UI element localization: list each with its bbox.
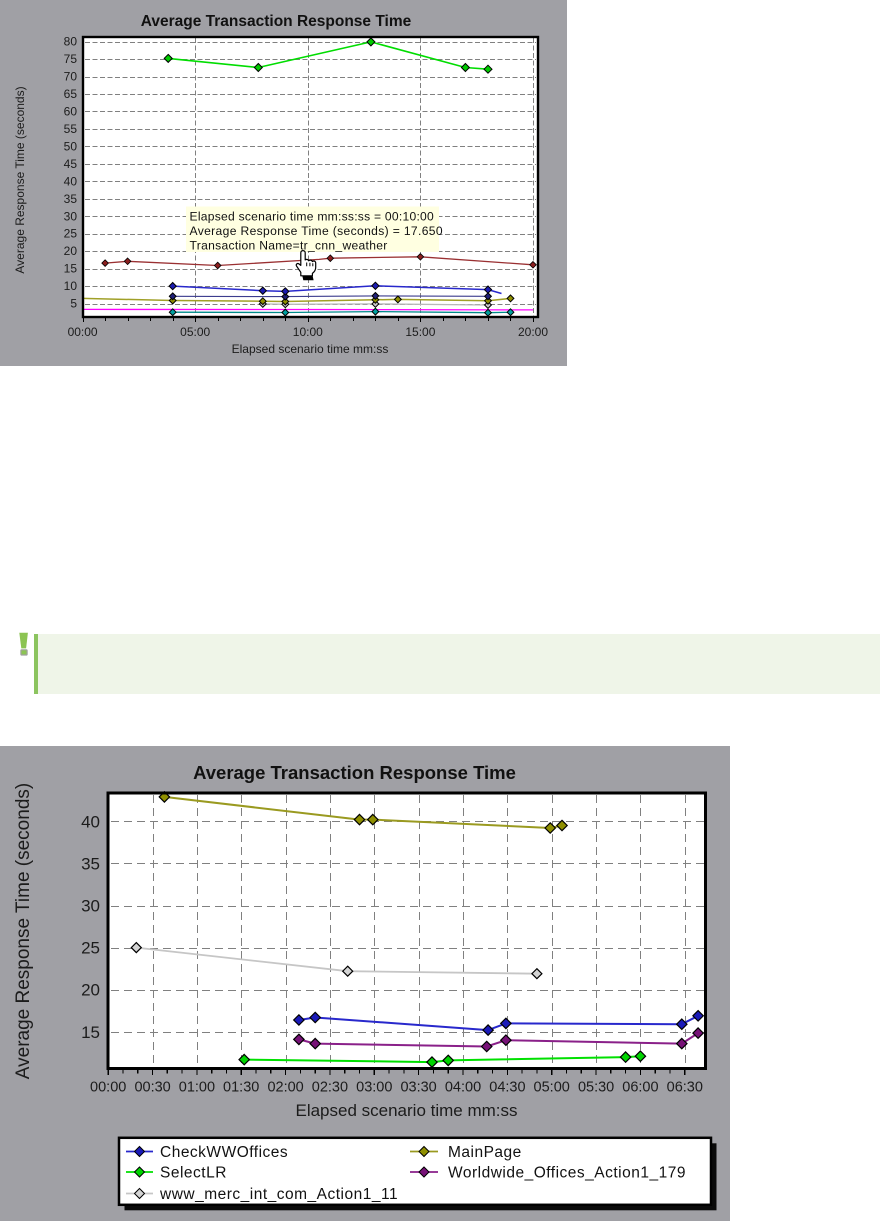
svg-text:30: 30 <box>64 209 78 223</box>
svg-text:03:30: 03:30 <box>400 1080 436 1096</box>
svg-text:80: 80 <box>64 35 78 49</box>
svg-text:Average Response Time (seconds: Average Response Time (seconds) = 17.650 <box>190 224 443 238</box>
svg-text:Worldwide_Offices_Action1_179: Worldwide_Offices_Action1_179 <box>448 1165 686 1182</box>
svg-text:MainPage: MainPage <box>448 1144 522 1161</box>
svg-text:Average Transaction Response T: Average Transaction Response Time <box>193 762 516 783</box>
svg-text:40: 40 <box>81 812 100 831</box>
svg-text:40: 40 <box>64 174 78 188</box>
svg-text:10:00: 10:00 <box>293 325 323 339</box>
svg-text:20:00: 20:00 <box>518 325 548 339</box>
svg-text:01:00: 01:00 <box>179 1080 215 1096</box>
svg-text:06:00: 06:00 <box>622 1080 658 1096</box>
svg-text:CheckWWOffices: CheckWWOffices <box>160 1144 288 1161</box>
svg-text:05:00: 05:00 <box>534 1080 570 1096</box>
svg-text:70: 70 <box>64 70 78 84</box>
svg-text:04:30: 04:30 <box>489 1080 525 1096</box>
svg-text:02:00: 02:00 <box>267 1080 303 1096</box>
svg-text:60: 60 <box>64 105 78 119</box>
svg-text:25: 25 <box>64 227 78 241</box>
svg-text:05:30: 05:30 <box>578 1080 614 1096</box>
svg-text:00:30: 00:30 <box>134 1080 170 1096</box>
svg-text:20: 20 <box>64 244 78 258</box>
svg-text:35: 35 <box>64 192 78 206</box>
svg-text:04:00: 04:00 <box>445 1080 481 1096</box>
svg-text:01:30: 01:30 <box>223 1080 259 1096</box>
svg-text:15:00: 15:00 <box>405 325 435 339</box>
svg-text:30: 30 <box>81 897 100 916</box>
svg-text:03:00: 03:00 <box>356 1080 392 1096</box>
svg-text:Average Transaction Response T: Average Transaction Response Time <box>141 13 412 30</box>
svg-text:15: 15 <box>64 262 78 276</box>
svg-text:02:30: 02:30 <box>312 1080 348 1096</box>
svg-text:05:00: 05:00 <box>180 325 210 339</box>
svg-text:75: 75 <box>64 52 78 66</box>
svg-text:45: 45 <box>64 157 78 171</box>
svg-text:Elapsed scenario time mm:ss:ss: Elapsed scenario time mm:ss:ss = 00:10:0… <box>190 210 435 224</box>
svg-text:06:30: 06:30 <box>667 1080 703 1096</box>
svg-text:65: 65 <box>64 87 78 101</box>
svg-text:25: 25 <box>81 939 100 958</box>
svg-text:55: 55 <box>64 122 78 136</box>
svg-text:00:00: 00:00 <box>90 1080 126 1096</box>
svg-text:35: 35 <box>81 854 100 873</box>
svg-text:10: 10 <box>64 279 78 293</box>
svg-text:5: 5 <box>70 297 77 311</box>
svg-text:20: 20 <box>81 981 100 1000</box>
svg-text:00:00: 00:00 <box>68 325 98 339</box>
svg-text:Average Response Time (seconds: Average Response Time (seconds) <box>13 783 34 1079</box>
svg-text:Elapsed scenario time mm:ss: Elapsed scenario time mm:ss <box>232 342 389 356</box>
svg-text:Average Response Time (seconds: Average Response Time (seconds) <box>13 86 27 273</box>
svg-text:50: 50 <box>64 139 78 153</box>
svg-text:www_merc_int_com_Action1_11: www_merc_int_com_Action1_11 <box>159 1186 398 1203</box>
svg-text:Transaction Name=tr_cnn_weathe: Transaction Name=tr_cnn_weather <box>190 239 388 253</box>
svg-text:Elapsed scenario time mm:ss: Elapsed scenario time mm:ss <box>295 1101 517 1120</box>
svg-text:15: 15 <box>81 1023 100 1042</box>
svg-text:SelectLR: SelectLR <box>160 1165 227 1182</box>
